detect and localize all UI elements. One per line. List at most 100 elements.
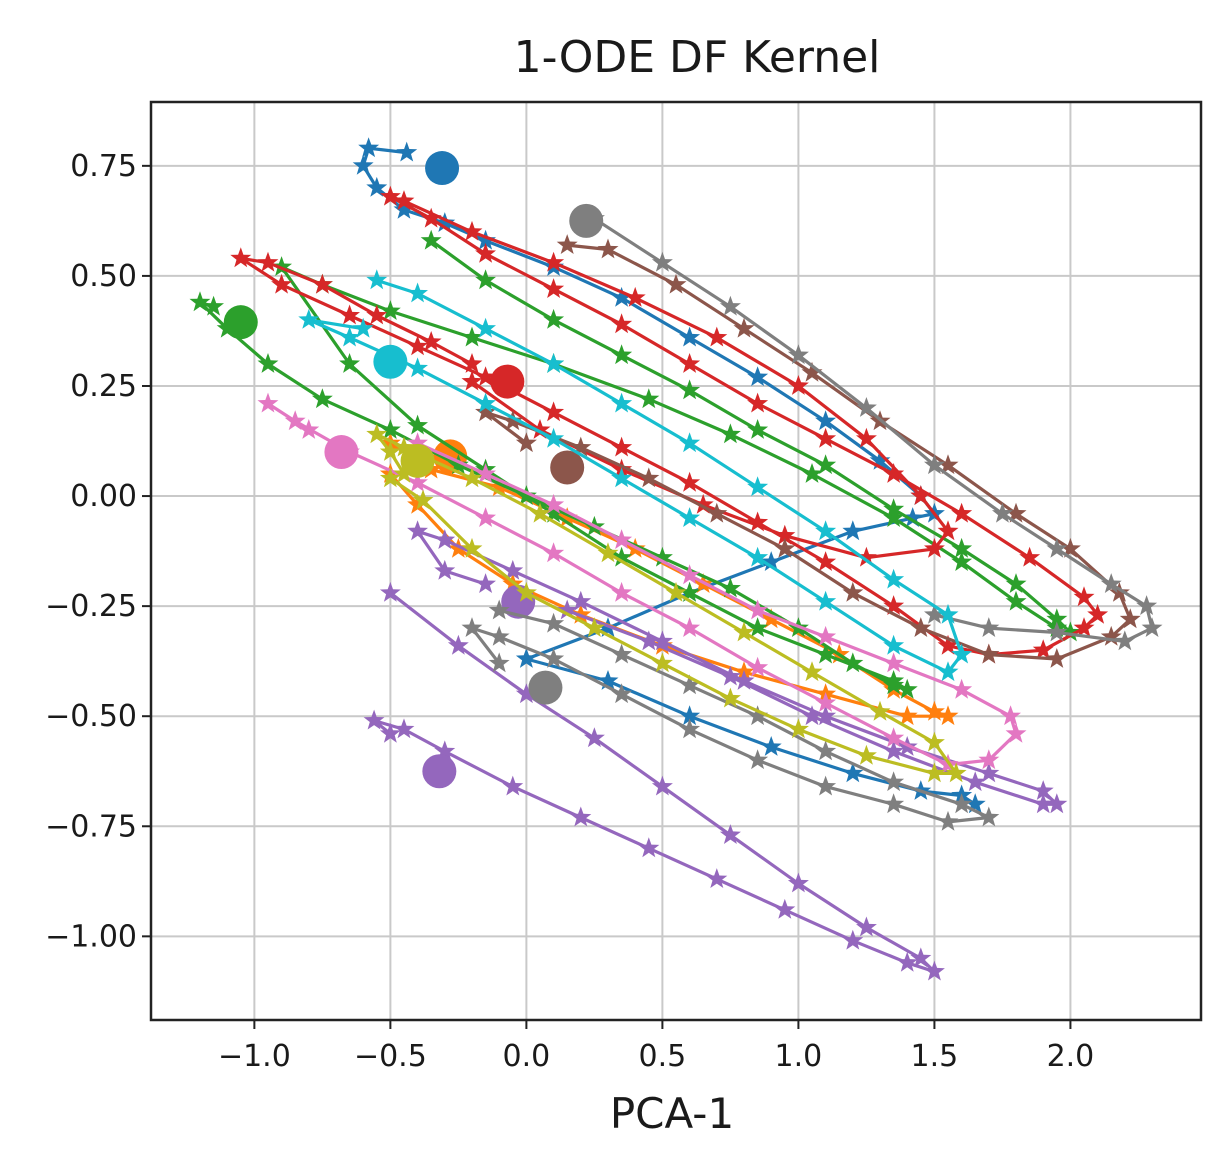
star-marker	[638, 467, 660, 488]
star-marker	[896, 705, 918, 726]
star-marker	[597, 542, 619, 563]
star-marker	[597, 238, 619, 259]
star-marker	[760, 736, 782, 756]
start-point-marker	[528, 670, 563, 705]
star-marker	[665, 273, 687, 294]
star-marker	[298, 308, 320, 329]
star-marker	[1136, 595, 1158, 615]
star-marker	[611, 546, 633, 567]
start-point-marker	[400, 443, 435, 478]
star-marker	[611, 286, 633, 307]
star-marker	[924, 960, 945, 981]
start-point-marker	[223, 305, 258, 340]
star-marker	[407, 493, 428, 514]
star-marker	[719, 295, 741, 316]
star-marker	[638, 837, 660, 858]
star-marker	[1100, 625, 1122, 646]
star-marker	[883, 771, 905, 792]
star-marker	[543, 308, 565, 329]
star-marker	[1032, 793, 1054, 814]
star-marker	[461, 220, 483, 241]
star-marker	[1005, 722, 1027, 743]
star-marker	[447, 454, 469, 475]
grid	[151, 102, 1201, 1020]
series-6	[363, 581, 945, 981]
star-marker	[883, 727, 905, 748]
star-marker	[339, 353, 360, 373]
star-marker	[597, 670, 619, 690]
star-marker	[366, 423, 388, 444]
star-marker	[978, 617, 1000, 637]
star-marker	[271, 273, 292, 294]
star-marker	[461, 467, 483, 488]
star-marker	[842, 762, 864, 783]
star-marker	[733, 621, 755, 642]
star-marker	[488, 599, 510, 620]
star-marker	[747, 392, 769, 413]
star-marker	[747, 656, 769, 677]
star-marker	[842, 652, 864, 673]
star-marker	[379, 185, 401, 206]
star-marker	[407, 357, 428, 378]
plot-frame	[149, 100, 1203, 1022]
star-marker	[420, 229, 442, 250]
star-marker	[910, 617, 932, 637]
series-10	[569, 203, 1163, 651]
star-marker	[502, 410, 524, 431]
star-marker	[992, 502, 1013, 523]
star-marker	[842, 929, 864, 950]
star-marker	[543, 278, 565, 298]
star-marker	[774, 898, 796, 919]
start-point-marker	[324, 435, 359, 470]
star-marker	[924, 762, 945, 783]
star-marker	[638, 630, 660, 651]
star-marker	[937, 661, 959, 682]
star-marker	[651, 775, 673, 796]
star-marker	[801, 361, 823, 382]
star-marker	[869, 700, 891, 721]
star-marker	[366, 304, 388, 325]
start-point-marker	[425, 151, 460, 186]
star-marker	[257, 251, 279, 272]
star-marker	[787, 375, 809, 395]
star-marker	[787, 718, 809, 739]
star-marker	[924, 537, 945, 558]
star-marker	[978, 749, 1000, 770]
star-marker	[624, 286, 646, 307]
star-marker	[611, 529, 633, 549]
star-marker	[651, 652, 673, 673]
star-marker	[787, 872, 809, 893]
star-marker	[556, 599, 578, 620]
star-marker	[461, 617, 483, 637]
series-12	[298, 269, 973, 682]
star-marker	[719, 824, 741, 844]
star-marker	[679, 471, 701, 492]
star-marker	[760, 551, 782, 571]
star-marker	[583, 727, 605, 748]
series-4	[230, 185, 1109, 664]
star-marker	[475, 242, 496, 263]
star-marker	[719, 665, 741, 686]
x-tick-label: 1.0	[775, 1039, 823, 1074]
start-point-marker	[550, 450, 585, 485]
star-marker	[379, 441, 401, 461]
star-marker	[651, 546, 673, 567]
star-marker	[733, 317, 755, 338]
star-marker	[1019, 546, 1041, 567]
star-marker	[747, 476, 769, 497]
star-marker	[679, 674, 701, 695]
star-marker	[651, 251, 673, 272]
star-marker	[611, 344, 633, 365]
star-marker	[815, 643, 837, 664]
star-marker	[407, 282, 428, 303]
star-marker	[937, 634, 959, 655]
y-tick-label: −0.25	[45, 589, 137, 624]
star-marker	[570, 603, 592, 624]
star-marker	[515, 648, 537, 668]
star-marker	[869, 449, 891, 470]
star-marker	[543, 493, 565, 514]
star-marker	[815, 427, 837, 448]
star-marker	[774, 537, 796, 558]
star-marker	[1046, 608, 1068, 629]
star-marker	[883, 463, 905, 483]
